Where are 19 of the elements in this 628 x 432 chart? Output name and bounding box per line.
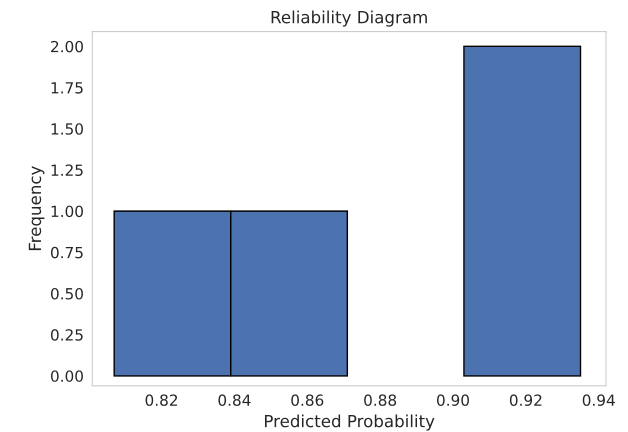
x-tick-label: 0.84 [218,394,251,406]
x-tick-label: 0.94 [582,394,615,406]
y-tick-label: 0.75 [50,246,83,258]
y-tick-label: 0.00 [50,370,83,382]
y-tick-label: 1.50 [52,123,83,135]
x-tick-label: 0.86 [291,394,324,406]
y-tick-label: 1.25 [52,164,83,176]
x-axis-title: Predicted Probability [264,414,434,431]
y-tick-label: 2.00 [51,40,83,52]
x-tick-label: 0.82 [146,394,178,406]
y-tick-label: 1.00 [52,206,83,218]
x-tick-label: 0.90 [437,394,469,406]
y-tick-label: 1.75 [52,82,83,94]
chart-title: Reliability Diagram [272,10,427,27]
y-axis-title: Frequency [28,166,44,250]
y-tick-label: 0.25 [50,329,83,341]
y-tick-label: 0.50 [50,288,83,300]
x-tick-label: 0.92 [510,394,542,406]
x-tick-label: 0.88 [364,394,396,406]
